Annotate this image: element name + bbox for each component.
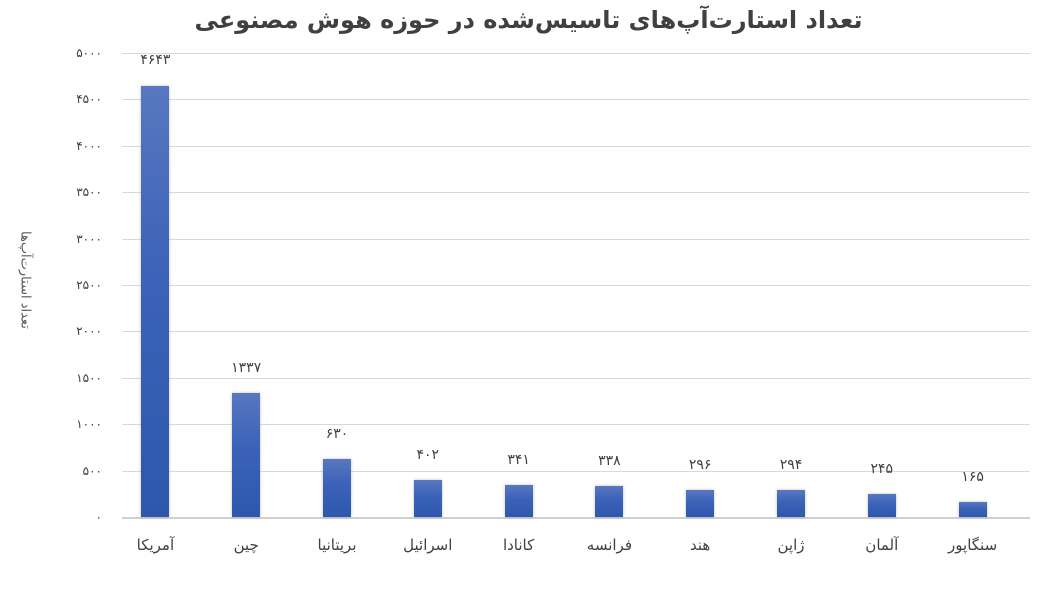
y-tick-label: ۴۵۰۰ bbox=[76, 92, 102, 107]
gridline bbox=[122, 424, 1030, 426]
x-category-label: چین bbox=[233, 536, 259, 554]
chart-title: تعداد استارت‌آپ‌های تاسیس‌شده در حوزه هو… bbox=[194, 6, 863, 34]
gridline bbox=[122, 99, 1030, 101]
bar bbox=[867, 494, 896, 517]
gridline bbox=[122, 470, 1030, 472]
gridline bbox=[122, 331, 1030, 333]
bar bbox=[686, 489, 715, 517]
bar bbox=[141, 86, 170, 517]
data-label: ۲۴۵ bbox=[870, 461, 894, 478]
plot-area: ۴۶۴۳ ۱۳۳۷ ۶۳۰ ۴۰۲ ۳۴۱ ۳۳۸ ۲۹۶ ۲۹۴ ۲۴۵ ۱۶۵ bbox=[122, 52, 1030, 519]
bar bbox=[504, 485, 533, 517]
x-category-label: کانادا bbox=[502, 536, 535, 554]
bar bbox=[323, 458, 351, 517]
y-tick-label: ۰ bbox=[95, 510, 102, 524]
gridline bbox=[122, 53, 1030, 54]
data-label: ۳۳۸ bbox=[598, 452, 621, 469]
bar bbox=[595, 485, 624, 517]
gridline bbox=[122, 285, 1030, 286]
x-category-label: آلمان bbox=[865, 536, 899, 554]
gridline bbox=[122, 517, 1030, 519]
x-category-label: سنگاپور bbox=[948, 536, 998, 554]
y-axis-label: تعداد استارت‌آپ‌ها bbox=[17, 231, 33, 329]
bar bbox=[958, 501, 987, 517]
data-label: ۴۰۲ bbox=[416, 446, 440, 463]
y-tick-label: ۱۵۰۰ bbox=[76, 370, 102, 385]
data-label: ۱۶۵ bbox=[961, 468, 984, 485]
gridline bbox=[122, 192, 1030, 194]
x-category-label: بریتانیا bbox=[317, 536, 357, 554]
x-category-label: ژاپن bbox=[777, 536, 805, 554]
data-label: ۴۶۴۳ bbox=[140, 52, 171, 69]
data-label: ۲۹۴ bbox=[779, 456, 803, 473]
y-tick-label: ۵۰۰ bbox=[82, 463, 102, 478]
x-category-label: هند bbox=[690, 536, 711, 554]
y-tick-label: ۳۵۰۰ bbox=[76, 185, 102, 200]
bar bbox=[777, 489, 805, 517]
bar bbox=[232, 392, 261, 517]
y-tick-label: ۲۰۰۰ bbox=[76, 324, 102, 339]
gridline bbox=[122, 377, 1030, 379]
bar bbox=[413, 479, 442, 517]
data-label: ۳۴۱ bbox=[507, 452, 530, 469]
y-tick-label: ۱۰۰۰ bbox=[76, 417, 102, 432]
y-tick-label: ۵۰۰۰ bbox=[76, 46, 102, 60]
x-category-label: آمریکا bbox=[136, 536, 175, 554]
x-category-label: اسرائیل bbox=[403, 536, 453, 554]
gridline bbox=[122, 145, 1030, 147]
data-label: ۱۳۳۷ bbox=[231, 359, 262, 376]
y-tick-label: ۳۰۰۰ bbox=[76, 231, 102, 246]
gridline bbox=[122, 238, 1030, 240]
x-category-label: فرانسه bbox=[586, 536, 632, 554]
y-tick-label: ۴۰۰۰ bbox=[76, 138, 102, 153]
data-label: ۲۹۶ bbox=[688, 456, 712, 473]
y-tick-label: ۲۵۰۰ bbox=[76, 278, 102, 292]
data-label: ۶۳۰ bbox=[325, 425, 349, 442]
